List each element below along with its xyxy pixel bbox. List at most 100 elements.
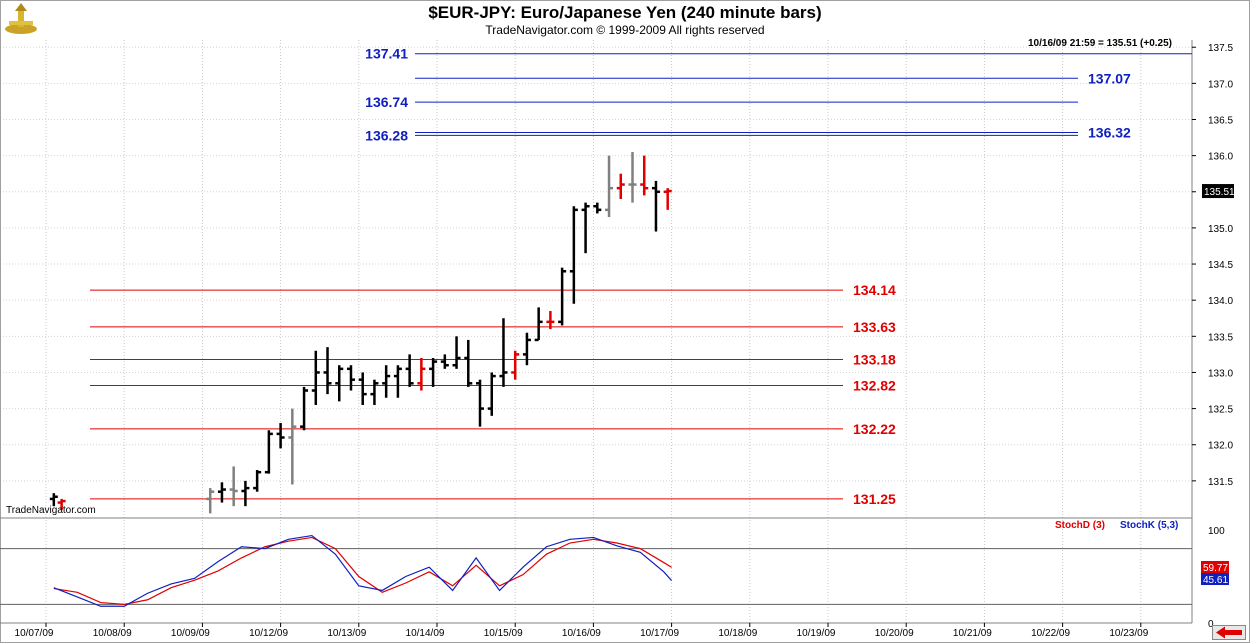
price-tick-label: 134.0 [1208, 296, 1233, 307]
price-tick-label: 133.0 [1208, 368, 1233, 379]
price-tick-label: 136.5 [1208, 116, 1233, 127]
ohlc-bar [651, 180, 660, 232]
date-tick-label: 10/23/09 [1109, 628, 1148, 639]
ohlc-bar [370, 379, 379, 405]
price-tick-label: 137.5 [1208, 43, 1233, 54]
stoch-last-label: 59.77 [1203, 563, 1228, 574]
ohlc-bar [558, 267, 567, 326]
fib-label: 133.18 [853, 351, 896, 367]
ohlc-bar [581, 202, 590, 254]
date-tick-label: 10/19/09 [797, 628, 836, 639]
ohlc-bar [429, 358, 438, 387]
chart-subtitle: TradeNavigator.com © 1999-2009 All right… [485, 23, 765, 37]
price-bars [49, 152, 672, 514]
ohlc-bar [605, 155, 614, 218]
ohlc-bar [393, 365, 402, 398]
ohlc-bar [464, 339, 473, 387]
legend-stochd: StochD (3) [1055, 520, 1105, 531]
ohlc-bar [569, 206, 578, 304]
fib-label: 136.74 [365, 94, 408, 110]
last-price-box [1202, 184, 1234, 199]
fib-label: 137.41 [365, 46, 408, 62]
ohlc-bar [628, 152, 637, 203]
price-tick-label: 136.0 [1208, 152, 1233, 163]
ohlc-bar [346, 365, 355, 391]
ohlc-bar [323, 347, 332, 395]
ohlc-bar [276, 423, 285, 449]
price-tick-label: 134.5 [1208, 260, 1233, 271]
date-tick-label: 10/16/09 [562, 628, 601, 639]
date-axis: 10/07/09 10/08/09 10/09/09 10/12/09 10/13/09… [15, 623, 1149, 639]
fib-label: 136.28 [365, 127, 408, 143]
red-left-arrow-icon[interactable] [1212, 625, 1246, 640]
ohlc-bar [382, 365, 391, 398]
date-tick-label: 10/12/09 [249, 628, 288, 639]
fib-label: 133.63 [853, 319, 896, 335]
price-tick-label: 132.0 [1208, 441, 1233, 452]
fibonacci-levels: 137.41 137.07 136.74 136.32 136.28 134.14 133.… [90, 46, 1192, 507]
ohlc-bar [593, 202, 602, 214]
ohlc-bar [616, 173, 625, 199]
ohlc-bar [663, 188, 672, 210]
ohlc-bar [253, 470, 262, 492]
chart-title: $EUR-JPY: Euro/Japanese Yen (240 minute … [428, 3, 822, 22]
price-tick-label: 137.0 [1208, 79, 1233, 90]
ohlc-bar [49, 493, 58, 507]
ohlc-bar [511, 350, 520, 380]
date-tick-label: 10/08/09 [93, 628, 132, 639]
date-tick-label: 10/15/09 [484, 628, 523, 639]
ohlc-bar [241, 480, 250, 507]
stoch-line [53, 536, 672, 606]
ohlc-bar [229, 466, 238, 507]
ohlc-bar [217, 482, 226, 503]
ohlc-bar [264, 430, 273, 474]
ohlc-bar [546, 311, 555, 330]
ohlc-bar [487, 372, 496, 416]
price-tick-label: 131.5 [1208, 477, 1233, 488]
fib-label: 137.07 [1088, 70, 1131, 86]
ohlc-bar [300, 386, 309, 431]
last-price-label: 135.51 [1204, 187, 1235, 198]
date-tick-label: 10/13/09 [327, 628, 366, 639]
price-tick-label: 135.0 [1208, 224, 1233, 235]
date-tick-label: 10/22/09 [1031, 628, 1070, 639]
ohlc-bar [358, 372, 367, 405]
ohlc-bar [476, 379, 485, 427]
ohlc-bar [206, 488, 215, 514]
ohlc-bar [499, 318, 508, 387]
date-tick-label: 10/09/09 [171, 628, 210, 639]
price-readout: 10/16/09 21:59 = 135.51 (+0.25) [1028, 38, 1173, 49]
price-axis: 131.5 132.0 132.5 133.0 133.5 134.0 134.5 135.0… [1192, 43, 1235, 488]
date-tick-label: 10/14/09 [406, 628, 445, 639]
fib-label: 136.32 [1088, 125, 1131, 141]
stoch-last-box [1201, 561, 1229, 573]
ohlc-bar [640, 155, 649, 196]
navigator-logo-icon [5, 3, 37, 34]
ohlc-bar [534, 307, 543, 342]
ohlc-bar [452, 336, 461, 369]
ohlc-bar [311, 350, 320, 405]
date-tick-label: 10/18/09 [718, 628, 757, 639]
stoch-last-box [1201, 573, 1229, 585]
price-tick-label: 132.5 [1208, 405, 1233, 416]
fib-label: 132.22 [853, 421, 896, 437]
stoch-tick-label: 0 [1208, 619, 1214, 630]
stoch-tick-label: 100 [1208, 526, 1225, 537]
fib-label: 131.25 [853, 491, 896, 507]
ohlc-bar [288, 408, 297, 485]
stoch-last-label: 45.61 [1203, 575, 1228, 586]
ohlc-bar [522, 332, 531, 366]
ohlc-bar [417, 358, 426, 391]
date-tick-label: 10/07/09 [15, 628, 54, 639]
date-tick-label: 10/17/09 [640, 628, 679, 639]
fib-label: 134.14 [853, 282, 896, 298]
ohlc-bar [57, 498, 66, 510]
fib-label: 132.82 [853, 377, 896, 393]
ohlc-bar [335, 365, 344, 402]
stoch-line [53, 534, 673, 607]
price-tick-label: 133.5 [1208, 332, 1233, 343]
